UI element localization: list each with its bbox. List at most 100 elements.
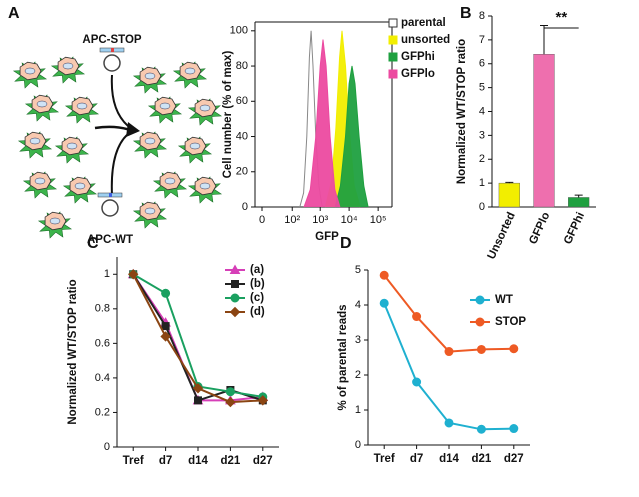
y-tick-label: 80 xyxy=(236,60,248,72)
nucleus xyxy=(144,137,156,145)
y-tick-label: 4 xyxy=(355,299,361,311)
marker xyxy=(509,344,519,354)
marker xyxy=(475,295,485,305)
y-tick-label: 0.4 xyxy=(95,372,110,384)
marker xyxy=(412,377,422,387)
nucleus xyxy=(184,67,196,75)
x-tick-label: 10² xyxy=(284,214,300,226)
marker xyxy=(192,383,204,394)
x-tick-label: GFPhi xyxy=(562,210,587,246)
construct-mark xyxy=(109,193,112,197)
legend-label: (a) xyxy=(250,264,264,276)
marker xyxy=(379,298,389,308)
y-tick-label: 0.6 xyxy=(95,337,110,349)
marker xyxy=(161,322,170,331)
y-tick-label: 8 xyxy=(479,10,485,22)
legend-swatch xyxy=(388,35,398,45)
y-tick-label: 100 xyxy=(230,25,248,37)
arrow xyxy=(110,74,129,127)
legend-swatch xyxy=(388,18,398,28)
y-tick-label: 7 xyxy=(479,34,485,46)
y-axis-label: Cell number (% of max) xyxy=(222,50,234,178)
y-tick-label: 2 xyxy=(479,153,485,165)
nucleus xyxy=(189,142,201,150)
nucleus xyxy=(49,217,61,225)
y-tick-label: 5 xyxy=(479,82,485,94)
y-tick-label: 0 xyxy=(479,201,485,213)
panel-label: C xyxy=(87,235,99,252)
y-tick-label: 0 xyxy=(355,439,361,451)
y-tick-label: 0.8 xyxy=(95,303,110,315)
chart: D 0 1 2 3 4 5 % of parental reads Tref d7 d14 d21 d2… xyxy=(337,235,530,465)
density-curve xyxy=(334,65,369,208)
marker xyxy=(229,264,241,274)
marker xyxy=(444,418,454,428)
marker xyxy=(194,396,202,405)
error-bar xyxy=(540,25,548,55)
y-tick-label: 6 xyxy=(479,58,485,70)
y-tick-label: 0 xyxy=(242,201,248,213)
marker xyxy=(127,269,139,280)
line xyxy=(132,273,263,398)
bar xyxy=(498,182,520,208)
y-tick-label: 1 xyxy=(479,177,485,189)
x-tick-label: d7 xyxy=(410,453,423,465)
x-tick-label: Tref xyxy=(374,453,395,465)
marker xyxy=(229,306,241,318)
legend-label: (b) xyxy=(250,278,265,290)
nucleus xyxy=(144,72,156,80)
x-tick-label: GFPlo xyxy=(527,210,552,246)
nucleus xyxy=(199,182,211,190)
plasmid xyxy=(101,199,119,217)
legend-label: GFPhi xyxy=(401,51,435,63)
panel-label: B xyxy=(460,5,472,22)
marker xyxy=(379,270,389,280)
x-tick-label: d7 xyxy=(159,455,172,467)
arrow xyxy=(94,125,131,132)
marker xyxy=(161,288,171,298)
construct-label: APC-STOP xyxy=(82,34,142,46)
y-tick-label: 60 xyxy=(236,95,248,107)
x-tick-label: d27 xyxy=(504,453,524,465)
nucleus xyxy=(62,62,74,70)
nucleus xyxy=(76,102,88,110)
panel-label: D xyxy=(340,235,352,252)
nucleus xyxy=(34,177,46,185)
y-tick-label: 0.2 xyxy=(95,406,110,418)
y-axis-label: Normalized WT/STOP ratio xyxy=(456,39,468,184)
y-tick-label: 3 xyxy=(479,129,485,141)
x-tick-label: d21 xyxy=(220,455,240,467)
cartoon xyxy=(12,47,223,239)
construct-label: APC-WT xyxy=(87,234,133,246)
marker xyxy=(225,396,236,408)
y-tick-label: 40 xyxy=(236,130,248,142)
marker xyxy=(475,317,485,327)
chart: C 0 0.2 0.4 0.6 0.8 1 Normalized WT/STOP ratio T… xyxy=(67,235,279,467)
chart: B 0 1 2 3 4 5 6 7 8 Normalized WT/STOP ratio Unsort… xyxy=(456,5,596,261)
marker xyxy=(509,424,519,434)
y-tick-label: 2 xyxy=(355,369,361,381)
x-tick-label: d21 xyxy=(471,453,491,465)
x-tick-label: d14 xyxy=(188,455,208,467)
line xyxy=(132,273,264,402)
marker xyxy=(257,395,269,406)
y-tick-label: 0 xyxy=(104,441,110,453)
bar xyxy=(533,54,555,208)
y-tick-label: 20 xyxy=(236,166,248,178)
legend-label: parental xyxy=(401,17,446,29)
line xyxy=(383,274,514,353)
arrow-head xyxy=(126,122,140,137)
bar xyxy=(568,197,590,208)
y-tick-label: 1 xyxy=(355,404,361,416)
legend-swatch xyxy=(388,69,398,79)
panel-label: A xyxy=(8,5,20,22)
x-tick-label: 10⁴ xyxy=(341,214,358,226)
nucleus xyxy=(144,207,156,215)
x-tick-label: d14 xyxy=(439,453,459,465)
x-tick-label: 0 xyxy=(259,214,265,226)
marker xyxy=(160,331,171,342)
y-axis-label: Normalized WT/STOP ratio xyxy=(67,279,79,424)
construct-mark xyxy=(111,48,114,52)
